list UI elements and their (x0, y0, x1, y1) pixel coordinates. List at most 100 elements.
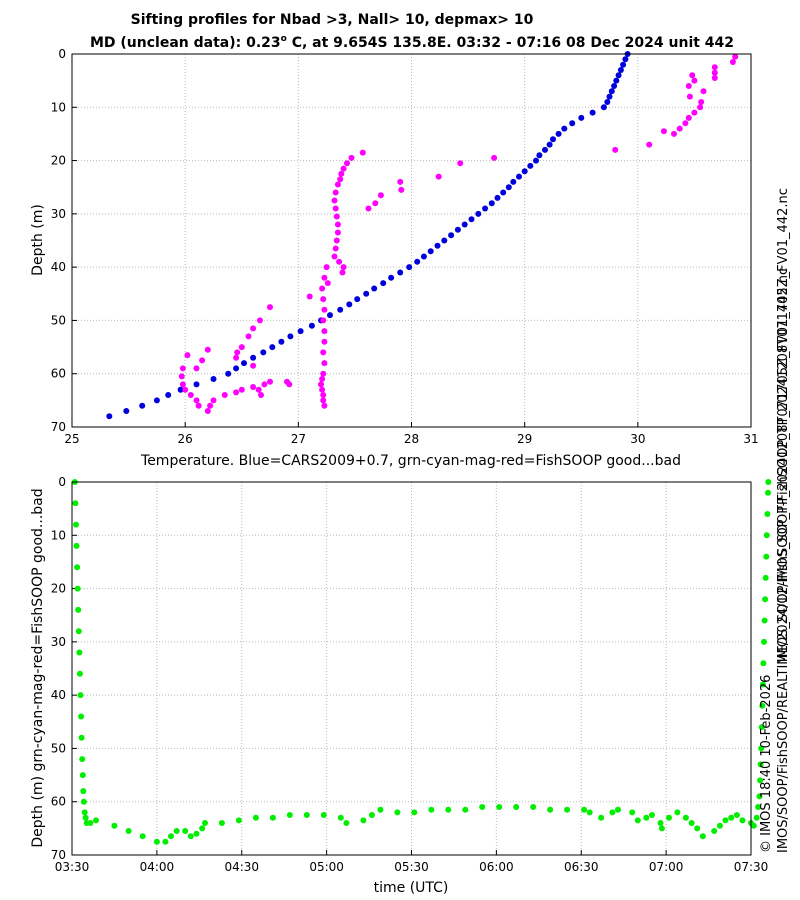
top-y-tick-label: 0 (58, 47, 66, 61)
top-x-tick-label: 26 (178, 432, 193, 446)
top-magenta-point (348, 154, 355, 161)
top-blue-point (488, 200, 495, 207)
top-magenta-point (306, 293, 313, 300)
top-magenta-point (359, 149, 366, 156)
bottom-green-point (649, 812, 655, 818)
top-y-tick-label: 10 (51, 100, 66, 114)
top-magenta-point (686, 93, 693, 100)
bottom-green-point (80, 798, 87, 805)
bottom-green-point (758, 724, 765, 731)
top-y-tick-label: 50 (51, 313, 66, 327)
bottom-green-point (658, 825, 665, 832)
bottom-green-point (377, 806, 384, 813)
top-magenta-point (435, 173, 442, 180)
right-filename-label: IMOS_SOOP-FishSOOP_TP_20241208T071705Z_F… (776, 268, 791, 662)
bottom-tick-labels: 03:30 04:00 04:30 05:00 05:30 06:00 06:30 07:00… (51, 475, 769, 874)
bottom-x-tick-label: 07:00 (649, 860, 684, 874)
top-blue-point (482, 205, 489, 212)
top-magenta-point (660, 128, 667, 135)
top-y-tick-label: 20 (51, 154, 66, 168)
top-magenta-point (245, 333, 252, 340)
top-magenta-point (238, 386, 245, 393)
bottom-green-point (759, 681, 766, 688)
top-magenta-point (689, 72, 696, 79)
top-magenta-point (324, 280, 331, 287)
top-blue-point (468, 216, 475, 223)
bottom-green-point (643, 814, 650, 821)
top-magenta-point (320, 349, 327, 356)
bottom-green-point (173, 828, 180, 834)
top-blue-point (106, 413, 113, 420)
bottom-green-point (74, 564, 81, 571)
top-blue-point (527, 162, 534, 169)
bottom-green-point (764, 511, 771, 517)
top-magenta-point (234, 349, 241, 356)
top-magenta-point (685, 83, 692, 89)
bottom-x-tick-label: 06:00 (479, 860, 514, 874)
bottom-green-point (193, 830, 200, 837)
top-magenta-point (334, 181, 341, 188)
top-magenta-point (193, 365, 200, 372)
top-blue-point (397, 269, 404, 276)
bottom-x-tick-label: 06:30 (564, 860, 599, 874)
bottom-green-point (78, 713, 85, 720)
top-blue-point (500, 189, 507, 196)
bottom-green-point (428, 806, 435, 813)
bottom-green-point (93, 817, 99, 824)
title-line2-suffix: C, at 9.654S 135.8E. 03:32 - 07:16 08 De… (287, 35, 734, 51)
bottom-y-tick-label: 50 (51, 741, 66, 755)
top-magenta-point (193, 397, 200, 404)
bottom-y-tick-label: 10 (51, 528, 66, 542)
top-y-tick-label: 70 (51, 420, 66, 434)
bottom-green-point (699, 833, 706, 840)
top-blue-point (241, 360, 247, 367)
bottom-x-tick-label: 07:30 (734, 860, 769, 874)
bottom-plot-frame (71, 481, 752, 856)
bottom-y-axis-label: Depth (m) grn-cyan-mag-red=FishSOOP good… (30, 488, 46, 847)
top-magenta-point (691, 77, 698, 84)
top-blue-point (123, 408, 130, 414)
top-magenta-point (612, 146, 619, 153)
bottom-green-point (235, 817, 242, 824)
top-magenta-point (195, 402, 202, 409)
bottom-green-point (462, 806, 469, 813)
bottom-x-axis-label: time (UTC) (374, 880, 449, 896)
top-blue-point (388, 274, 395, 281)
bottom-green-point (303, 812, 310, 818)
bottom-green-point (139, 833, 146, 840)
bottom-green-point (337, 814, 344, 821)
bottom-green-point (547, 806, 554, 813)
bottom-green-point (76, 649, 83, 656)
top-blue-point (225, 370, 232, 377)
top-magenta-point (321, 306, 328, 313)
bottom-y-tick-label: 30 (51, 635, 66, 649)
top-x-tick-label: 29 (517, 432, 532, 446)
top-magenta-point (321, 360, 328, 367)
bottom-y-tick-label: 0 (58, 475, 66, 489)
bottom-green-point (162, 838, 169, 845)
top-magenta-point (671, 130, 677, 137)
bottom-green-point (496, 804, 503, 810)
top-blue-point (427, 248, 434, 255)
top-blue-point (177, 386, 184, 393)
top-blue-point (494, 194, 501, 201)
top-magenta-point (319, 386, 326, 393)
bottom-green-point (564, 806, 571, 813)
top-tick-labels: 25 26 27 28 29 30 31 0 10 20 30 40 50 60 70 (51, 47, 759, 446)
bottom-green-point (87, 820, 94, 826)
top-magenta-point (334, 221, 341, 228)
bottom-y-tick-label: 20 (51, 582, 66, 596)
bottom-green-point (666, 814, 672, 821)
top-magenta-point (340, 264, 347, 271)
bottom-green-point (761, 617, 768, 624)
bottom-x-tick-label: 05:30 (394, 860, 429, 874)
top-blue-point (287, 333, 294, 340)
top-magenta-point (179, 365, 186, 372)
top-magenta-point (711, 69, 718, 76)
bottom-green-point (153, 838, 160, 845)
bottom-green-point (765, 489, 771, 496)
bottom-green-point (78, 734, 85, 741)
top-blue-point (153, 397, 160, 404)
top-magenta-point (676, 125, 683, 132)
